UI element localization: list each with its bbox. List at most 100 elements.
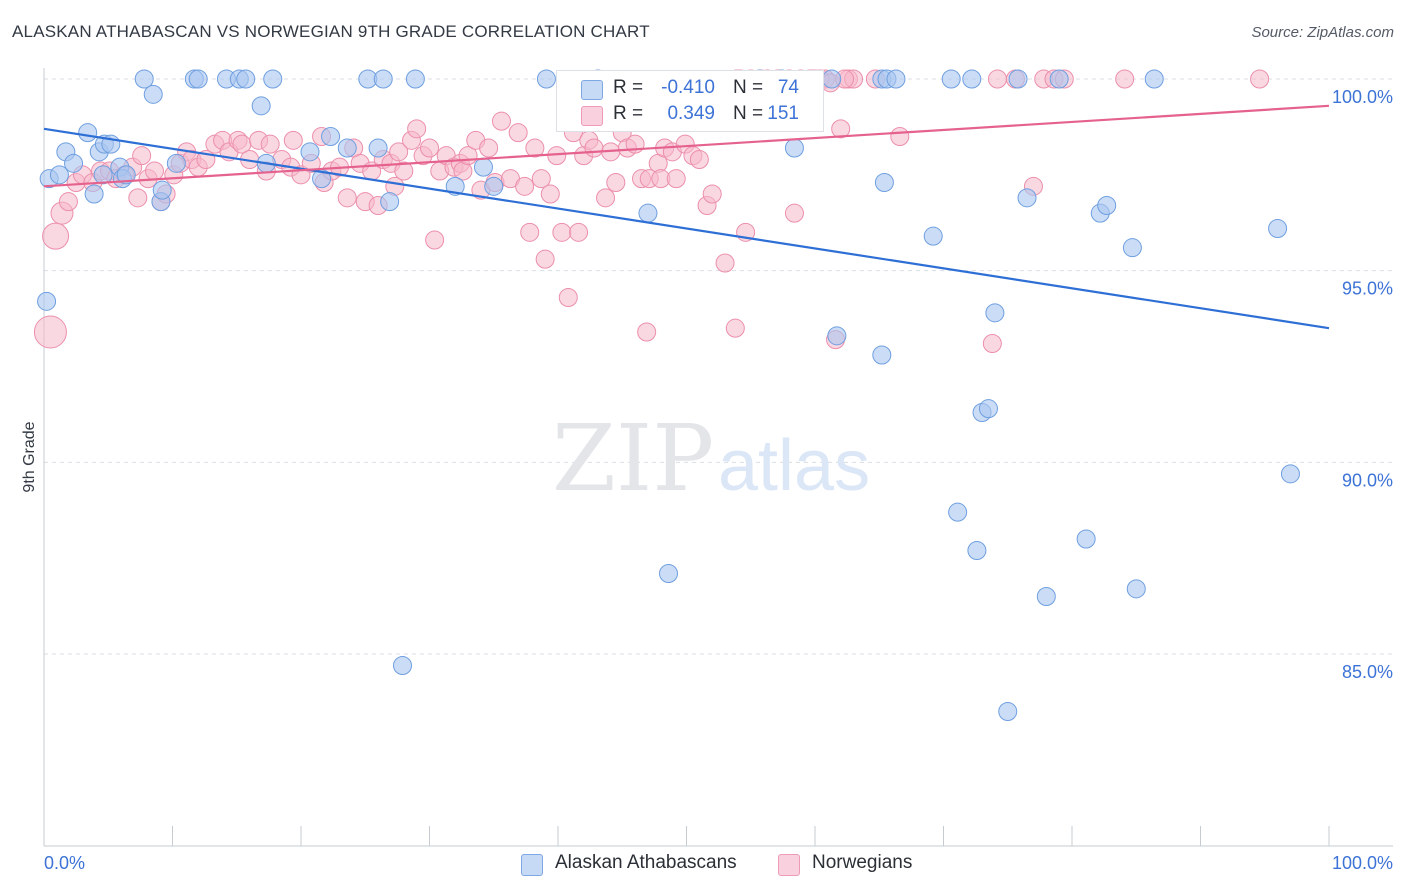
athabascan-point[interactable] [784, 138, 804, 158]
norwegian-point[interactable] [831, 119, 851, 139]
athabascan-point[interactable] [263, 69, 283, 89]
norwegian-point[interactable] [42, 222, 70, 250]
athabascan-point[interactable] [638, 203, 658, 223]
athabascan-point[interactable] [368, 138, 388, 158]
athabascan-point[interactable] [473, 157, 493, 177]
athabascan-point[interactable] [143, 84, 163, 104]
norwegian-point[interactable] [515, 176, 535, 196]
athabascan-point[interactable] [188, 69, 208, 89]
athabascan-point[interactable] [985, 303, 1005, 323]
norwegian-point[interactable] [128, 188, 148, 208]
norwegian-point[interactable] [596, 188, 616, 208]
athabascan-point[interactable] [337, 138, 357, 158]
norwegian-point[interactable] [491, 111, 511, 131]
norwegian-point[interactable] [987, 69, 1007, 89]
norwegian-point[interactable] [132, 146, 152, 166]
norwegian-point[interactable] [637, 322, 657, 342]
chart-title: ALASKAN ATHABASCAN VS NORWEGIAN 9TH GRAD… [12, 22, 650, 41]
athabascan-point[interactable] [1097, 196, 1117, 215]
norwegian-point[interactable] [420, 138, 439, 158]
athabascan-point[interactable] [49, 165, 69, 185]
athabascan-point[interactable] [659, 564, 679, 583]
athabascan-point[interactable] [962, 69, 982, 89]
athabascan-point[interactable] [166, 153, 186, 173]
athabascan-point[interactable] [116, 165, 136, 185]
athabascan-point[interactable] [1268, 219, 1288, 238]
norwegian-point[interactable] [666, 169, 686, 189]
norwegian-point[interactable] [407, 119, 427, 139]
athabascan-point[interactable] [84, 184, 104, 204]
norwegian-point[interactable] [525, 138, 545, 158]
athabascan-point[interactable] [1126, 579, 1146, 599]
n-value: 74 [777, 77, 799, 98]
athabascan-point[interactable] [822, 69, 842, 89]
norwegian-point[interactable] [425, 230, 445, 250]
athabascan-point[interactable] [484, 176, 504, 196]
athabascan-point[interactable] [78, 123, 98, 143]
athabascan-point[interactable] [236, 69, 256, 89]
athabascan-point[interactable] [923, 226, 943, 246]
norwegian-point[interactable] [520, 222, 540, 242]
athabascan-point[interactable] [874, 173, 894, 192]
norwegian-point[interactable] [784, 203, 804, 223]
athabascan-point[interactable] [380, 192, 400, 212]
norwegian-point[interactable] [552, 222, 572, 242]
norwegian-point[interactable] [715, 253, 735, 273]
norwegian-point[interactable] [260, 134, 280, 154]
norwegian-point[interactable] [531, 169, 551, 189]
norwegian-point[interactable] [33, 315, 67, 349]
athabascan-point[interactable] [373, 69, 393, 89]
norwegian-point[interactable] [389, 142, 409, 162]
athabascan-point[interactable] [64, 153, 84, 173]
norwegian-point[interactable] [725, 318, 745, 338]
watermark: ZIP atlas [552, 405, 870, 512]
athabascan-point[interactable] [405, 69, 425, 89]
athabascan-point[interactable] [872, 345, 892, 365]
norwegian-point[interactable] [535, 249, 555, 269]
athabascan-point[interactable] [978, 399, 998, 419]
athabascan-point[interactable] [536, 69, 556, 89]
athabascan-point[interactable] [152, 180, 172, 200]
athabascan-point[interactable] [1122, 238, 1142, 258]
athabascan-point[interactable] [1049, 69, 1069, 89]
norwegian-point[interactable] [606, 173, 626, 192]
norwegian-point[interactable] [540, 184, 560, 204]
athabascan-point[interactable] [37, 291, 57, 311]
athabascan-point[interactable] [1017, 188, 1037, 208]
athabascan-point[interactable] [1076, 529, 1096, 549]
athabascan-point[interactable] [1036, 587, 1056, 606]
norwegian-point[interactable] [702, 184, 722, 204]
athabascan-point[interactable] [300, 142, 320, 162]
norwegian-point[interactable] [558, 288, 578, 307]
athabascan-point[interactable] [967, 541, 987, 560]
norwegian-legend-swatch [778, 854, 800, 876]
athabascan-point[interactable] [251, 96, 271, 116]
norwegian-point[interactable] [1250, 69, 1270, 89]
norwegian-point[interactable] [982, 334, 1002, 353]
norwegian-point[interactable] [569, 222, 589, 242]
norwegian-point[interactable] [283, 130, 303, 150]
norwegian-point[interactable] [508, 123, 528, 143]
athabascan-point[interactable] [998, 702, 1018, 721]
athabascan-point[interactable] [393, 656, 413, 675]
norwegian-point[interactable] [689, 150, 709, 169]
athabascan-point[interactable] [941, 69, 961, 89]
norwegian-point[interactable] [890, 127, 910, 146]
norwegian-point[interactable] [394, 161, 414, 181]
athabascan-point[interactable] [1280, 464, 1300, 484]
athabascan-point[interactable] [134, 69, 154, 89]
norwegian-point[interactable] [337, 188, 357, 208]
norwegian-point[interactable] [584, 138, 604, 158]
athabascan-point[interactable] [93, 165, 113, 185]
norwegian-point[interactable] [1115, 69, 1135, 89]
athabascan-point[interactable] [948, 502, 968, 522]
athabascan-point[interactable] [827, 326, 847, 346]
athabascan-point[interactable] [1008, 69, 1028, 89]
athabascan-point[interactable] [1144, 69, 1164, 89]
norwegian-point[interactable] [145, 161, 165, 181]
athabascan-point[interactable] [321, 127, 341, 146]
athabascan-point[interactable] [886, 69, 906, 89]
norwegian-point[interactable] [479, 138, 499, 158]
norwegian-point[interactable] [58, 192, 78, 212]
